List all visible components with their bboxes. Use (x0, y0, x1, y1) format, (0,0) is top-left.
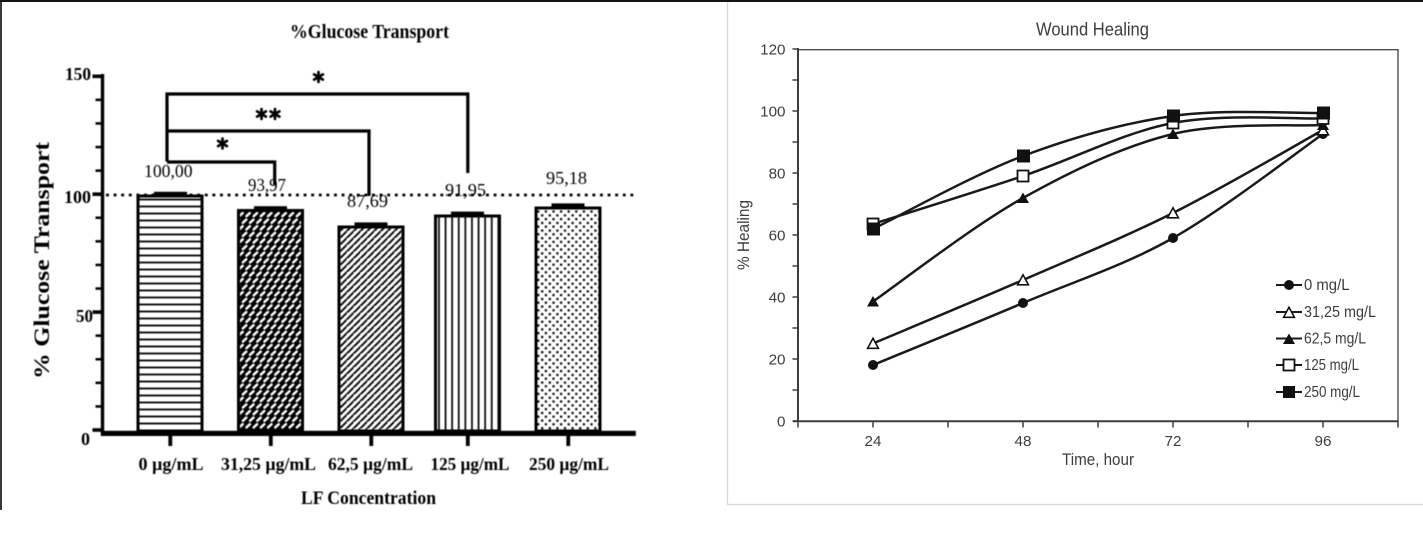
svg-text:62,5 µg/mL: 62,5 µg/mL (328, 454, 413, 474)
svg-text:250 mg/L: 250 mg/L (1304, 384, 1360, 401)
svg-text:0: 0 (81, 429, 90, 449)
svg-text:93,97: 93,97 (248, 175, 286, 195)
svg-text:% Glucose Transport: % Glucose Transport (29, 141, 54, 379)
svg-text:20: 20 (769, 352, 786, 369)
svg-text:LF Concentration: LF Concentration (301, 488, 436, 509)
svg-text:150: 150 (65, 64, 91, 84)
svg-text:96: 96 (1315, 433, 1332, 450)
svg-text:%Glucose Transport: %Glucose Transport (290, 21, 449, 43)
svg-text:31,25 µg/mL: 31,25 µg/mL (221, 454, 316, 474)
svg-text:48: 48 (1015, 433, 1032, 450)
svg-text:125 µg/mL: 125 µg/mL (431, 454, 510, 474)
svg-text:31,25 mg/L: 31,25 mg/L (1304, 304, 1376, 321)
svg-text:100,00: 100,00 (144, 161, 193, 181)
svg-text:24: 24 (865, 433, 882, 450)
svg-text:% Healing: % Healing (734, 200, 753, 270)
svg-text:91,95: 91,95 (445, 180, 486, 200)
svg-text:0: 0 (777, 414, 785, 431)
svg-text:40: 40 (769, 290, 786, 307)
svg-text:0 mg/L: 0 mg/L (1304, 277, 1350, 294)
svg-text:250 µg/mL: 250 µg/mL (529, 454, 609, 474)
svg-text:87,69: 87,69 (347, 191, 388, 211)
svg-text:100: 100 (64, 187, 91, 207)
svg-text:100: 100 (760, 104, 785, 121)
svg-text:72: 72 (1165, 433, 1182, 450)
svg-text:80: 80 (769, 166, 786, 183)
svg-text:120: 120 (760, 42, 785, 59)
svg-text:Time, hour: Time, hour (1062, 451, 1134, 469)
svg-text:50: 50 (76, 306, 93, 326)
svg-text:125 mg/L: 125 mg/L (1304, 357, 1359, 374)
svg-text:62,5 mg/L: 62,5 mg/L (1304, 331, 1366, 348)
svg-text:60: 60 (769, 228, 786, 245)
svg-text:0 µg/mL: 0 µg/mL (139, 454, 204, 474)
svg-text:Wound Healing: Wound Healing (1036, 19, 1149, 40)
svg-text:95,18: 95,18 (546, 168, 587, 188)
